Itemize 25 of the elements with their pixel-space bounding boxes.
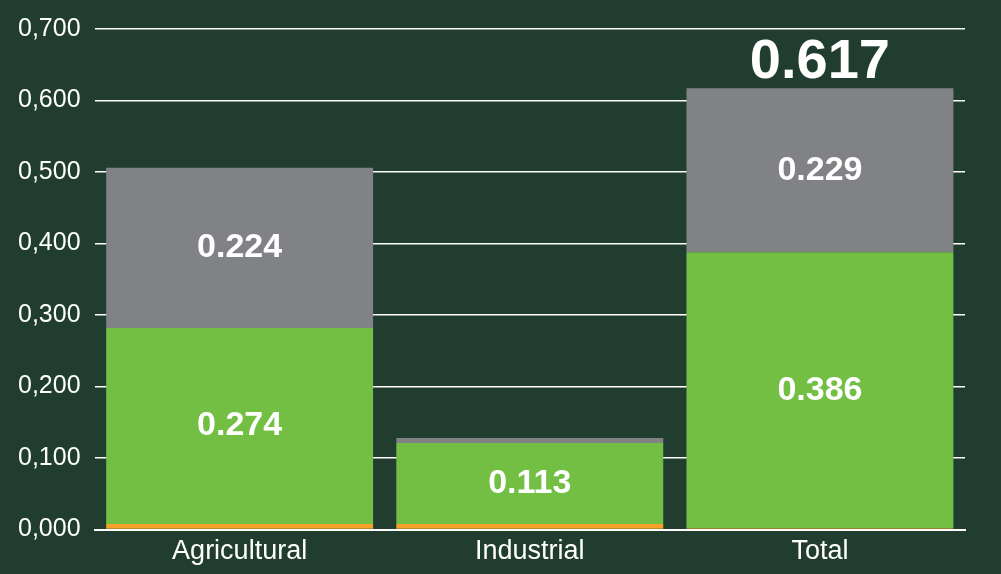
y-tick-label: 0,700 xyxy=(18,12,81,41)
total-label: 0.617 xyxy=(749,26,890,90)
y-tick-label: 0,500 xyxy=(18,155,81,184)
x-tick-label: Industrial xyxy=(475,535,585,566)
bar xyxy=(396,523,664,529)
y-tick-label: 0,300 xyxy=(18,298,81,327)
data-label: 0.113 xyxy=(488,461,572,500)
data-label: 0.274 xyxy=(197,404,283,443)
data-label: 0.386 xyxy=(777,368,863,407)
bar xyxy=(396,443,664,524)
bar xyxy=(106,523,374,529)
data-label: 0.224 xyxy=(197,226,283,265)
y-tick-label: 0,600 xyxy=(18,84,81,113)
x-tick-label: Total xyxy=(791,535,849,566)
bar xyxy=(106,327,374,524)
y-tick-label: 0,100 xyxy=(18,441,81,470)
bar xyxy=(396,438,664,444)
x-tick-label: Agricultural xyxy=(172,535,308,566)
y-tick-label: 0,400 xyxy=(18,227,81,256)
y-tick-label: 0,000 xyxy=(18,513,81,542)
bar xyxy=(686,88,954,253)
data-label: 0.229 xyxy=(777,148,863,187)
bar xyxy=(686,252,954,529)
y-tick-label: 0,200 xyxy=(18,370,81,399)
bar xyxy=(106,167,374,328)
